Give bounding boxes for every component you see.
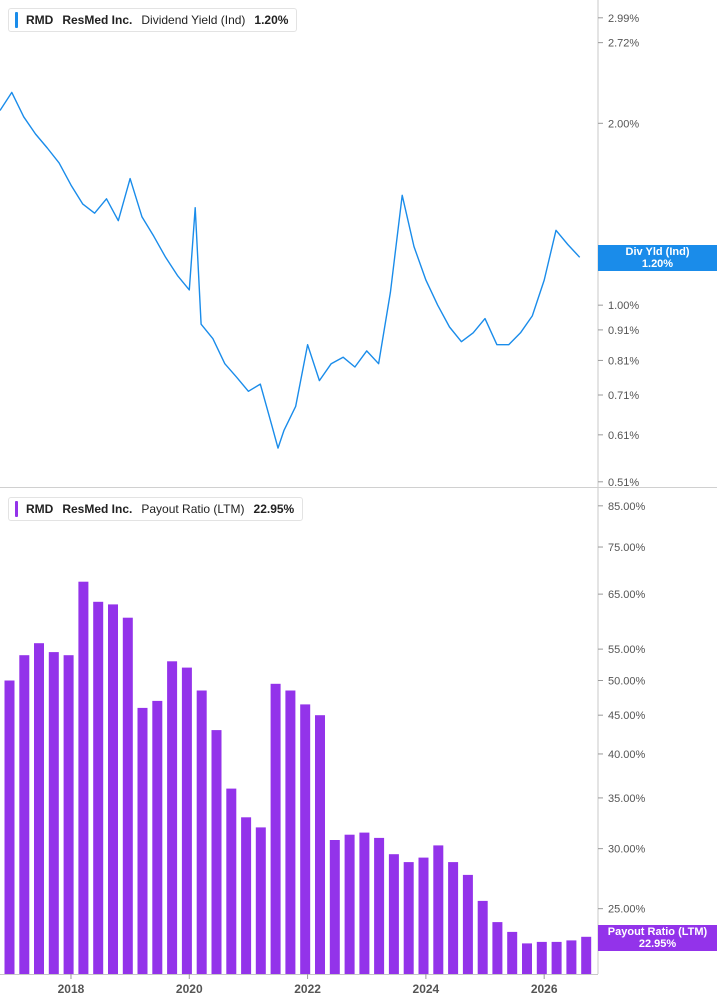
payout-ratio-bar bbox=[448, 862, 459, 974]
payout-ratio-bar bbox=[241, 817, 252, 974]
y-tick-label: 45.00% bbox=[608, 710, 646, 722]
dividend-yield-line bbox=[0, 91, 581, 449]
payout-ratio-bar bbox=[507, 931, 518, 974]
payout-ratio-bar bbox=[462, 874, 473, 974]
legend-company: ResMed Inc. bbox=[62, 13, 133, 27]
payout-ratio-bar bbox=[34, 643, 44, 974]
y-tick-label: 0.91% bbox=[608, 325, 639, 337]
y-tick-label: 2.72% bbox=[608, 38, 639, 50]
legend-ticker: RMD bbox=[26, 502, 54, 516]
payout-ratio-bar bbox=[255, 827, 266, 974]
y-tick-label: 35.00% bbox=[608, 793, 646, 805]
payout-ratio-bar bbox=[388, 854, 399, 974]
x-tick-label: 2026 bbox=[531, 982, 558, 996]
payout-ratio-bar bbox=[63, 655, 74, 974]
x-tick-label: 2018 bbox=[58, 982, 85, 996]
payout-ratio-bar bbox=[374, 837, 385, 974]
legend-company: ResMed Inc. bbox=[62, 502, 133, 516]
y-tick-label: 2.00% bbox=[608, 118, 639, 130]
payout-ratio-bar bbox=[122, 617, 133, 974]
legend-value: 1.20% bbox=[254, 13, 289, 27]
y-tick-label: 0.51% bbox=[608, 477, 639, 489]
payout-ratio-bar bbox=[196, 690, 207, 974]
y-tick-label: 1.00% bbox=[608, 300, 639, 312]
payout-ratio-bar bbox=[285, 690, 296, 974]
dividend-yield-legend: RMD ResMed Inc. Dividend Yield (Ind) 1.2… bbox=[8, 8, 298, 32]
legend-metric: Dividend Yield (Ind) bbox=[141, 13, 246, 27]
y-tick-label: 0.61% bbox=[608, 430, 639, 442]
payout-ratio-bar bbox=[48, 652, 59, 974]
payout-ratio-bar bbox=[433, 845, 444, 974]
y-tick-label: 0.71% bbox=[608, 390, 639, 402]
payout-ratio-bar bbox=[551, 941, 562, 974]
payout-ratio-bar bbox=[315, 715, 325, 974]
payout-ratio-bar bbox=[522, 943, 532, 974]
y-tick-label: 75.00% bbox=[608, 542, 646, 554]
payout-ratio-bar bbox=[359, 832, 370, 974]
payout-ratio-bar bbox=[344, 834, 355, 974]
payout-ratio-bar bbox=[19, 655, 30, 974]
y-tick-label: 50.00% bbox=[608, 675, 646, 687]
dividend-yield-value-badge: Div Yld (Ind) 1.20% bbox=[598, 245, 717, 272]
y-tick-label: 55.00% bbox=[608, 644, 646, 656]
payout-ratio-bar bbox=[93, 601, 104, 974]
payout-ratio-bar bbox=[137, 707, 148, 974]
payout-ratio-bar bbox=[108, 604, 118, 974]
y-tick-label: 85.00% bbox=[608, 501, 646, 513]
y-tick-label: 30.00% bbox=[608, 844, 646, 856]
y-tick-label: 40.00% bbox=[608, 749, 646, 761]
legend-ticker: RMD bbox=[26, 13, 54, 27]
payout-ratio-bar bbox=[492, 922, 503, 974]
payout-ratio-bar bbox=[300, 704, 311, 974]
x-tick-label: 2024 bbox=[413, 982, 440, 996]
badge-label: Div Yld (Ind) bbox=[625, 246, 690, 259]
payout-ratio-bar bbox=[329, 840, 340, 974]
payout-ratio-swatch bbox=[15, 501, 18, 517]
legend-value: 22.95% bbox=[253, 502, 295, 516]
badge-value: 22.95% bbox=[638, 937, 677, 950]
payout-ratio-bar bbox=[536, 941, 547, 974]
badge-value: 1.20% bbox=[641, 258, 674, 271]
payout-ratio-bar bbox=[581, 936, 592, 974]
payout-ratio-bar bbox=[4, 680, 15, 974]
payout-ratio-value-badge: Payout Ratio (LTM) 22.95% bbox=[598, 924, 717, 951]
y-tick-label: 25.00% bbox=[608, 904, 646, 916]
y-tick-label: 65.00% bbox=[608, 589, 646, 601]
payout-ratio-bar bbox=[181, 667, 192, 974]
payout-ratio-bar bbox=[152, 700, 163, 974]
payout-ratio-bar bbox=[418, 857, 429, 974]
payout-ratio-bar bbox=[403, 862, 414, 974]
payout-ratio-bar bbox=[167, 661, 178, 974]
payout-ratio-bar bbox=[78, 581, 89, 974]
payout-ratio-legend: RMD ResMed Inc. Payout Ratio (LTM) 22.95… bbox=[8, 497, 304, 521]
payout-ratio-bar bbox=[566, 940, 577, 974]
y-tick-label: 0.81% bbox=[608, 355, 639, 367]
legend-metric: Payout Ratio (LTM) bbox=[141, 502, 245, 516]
payout-ratio-bar bbox=[226, 788, 237, 974]
dividend-yield-swatch bbox=[15, 12, 18, 28]
payout-ratio-bar bbox=[477, 900, 488, 974]
payout-ratio-bar bbox=[211, 730, 222, 974]
x-tick-label: 2022 bbox=[294, 982, 321, 996]
badge-label: Payout Ratio (LTM) bbox=[607, 925, 708, 938]
x-tick-label: 2020 bbox=[176, 982, 203, 996]
y-tick-label: 2.99% bbox=[608, 13, 639, 25]
payout-ratio-bar bbox=[270, 683, 281, 974]
